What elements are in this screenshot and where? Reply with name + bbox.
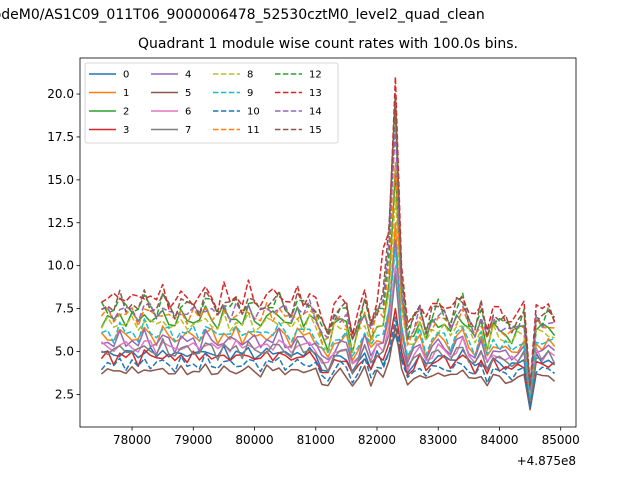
series-line-15 xyxy=(101,93,556,388)
legend-label: 0 xyxy=(123,70,129,81)
legend-entry-15: 15 xyxy=(275,125,322,136)
x-tick: 85000 xyxy=(542,427,580,447)
legend-entry-10: 10 xyxy=(213,107,260,118)
legend-entry-7: 7 xyxy=(151,125,191,136)
legend-label: 4 xyxy=(185,70,191,81)
legend-entry-11: 11 xyxy=(213,125,260,136)
x-tick: 79000 xyxy=(174,427,212,447)
series-line-10 xyxy=(100,316,556,409)
x-tick: 80000 xyxy=(235,427,274,447)
legend-label: 15 xyxy=(309,125,322,136)
y-tick: 15.0 xyxy=(47,173,80,187)
legend-entry-4: 4 xyxy=(151,70,191,81)
chart-title: Quadrant 1 module wise count rates with … xyxy=(138,36,518,52)
y-tick-label: 2.5 xyxy=(55,387,74,401)
legend-entry-12: 12 xyxy=(275,70,322,81)
y-tick-label: 17.5 xyxy=(47,130,74,144)
legend-label: 8 xyxy=(247,70,253,81)
x-tick-label: 79000 xyxy=(174,433,212,447)
legend-label: 13 xyxy=(309,88,322,99)
x-axis-ticks: 78000 79000 80000 81000 82000 83000 84000 85000 xyxy=(113,427,580,447)
y-tick-label: 10.0 xyxy=(47,259,74,273)
y-tick: 10.0 xyxy=(47,259,80,273)
plot-frame xyxy=(79,57,577,428)
x-tick: 78000 xyxy=(113,427,151,447)
legend-label: 6 xyxy=(185,107,191,118)
y-tick: 12.5 xyxy=(47,216,80,230)
legend-label: 11 xyxy=(247,125,260,136)
y-tick-label: 7.5 xyxy=(55,302,74,316)
legend-entry-1: 1 xyxy=(89,88,129,99)
legend-label: 14 xyxy=(309,107,322,118)
legend-label: 3 xyxy=(123,125,129,136)
series-line-8 xyxy=(100,196,555,395)
y-tick: 5.0 xyxy=(55,344,80,358)
x-offset-label: +4.875e8 xyxy=(517,454,576,468)
y-tick: 17.5 xyxy=(47,130,80,144)
y-tick-label: 15.0 xyxy=(47,173,74,187)
x-tick-label: 80000 xyxy=(235,433,273,447)
x-tick-label: 84000 xyxy=(480,433,518,447)
series-line-2 xyxy=(100,170,556,393)
legend-frame xyxy=(84,62,339,144)
x-tick-label: 85000 xyxy=(542,433,580,447)
legend-label: 2 xyxy=(123,107,129,118)
legend-label: 10 xyxy=(247,107,260,118)
legend-entry-6: 6 xyxy=(151,107,191,118)
y-axis-ticks: 2.5 5.0 7.5 10.0 12.5 15.0 17.5 20.0 xyxy=(47,87,80,401)
series-line-1 xyxy=(100,222,556,399)
series-line-3 xyxy=(100,307,556,406)
legend-label: 1 xyxy=(123,88,129,99)
x-tick: 83000 xyxy=(419,427,457,447)
x-tick: 81000 xyxy=(297,427,335,447)
series-line-5 xyxy=(100,324,556,411)
x-tick: 84000 xyxy=(480,427,519,447)
legend-entry-0: 0 xyxy=(89,70,129,81)
figure-suptitle: n file: modeM0/AS1C09_011T06_9000006478_… xyxy=(0,7,485,23)
x-tick-label: 78000 xyxy=(113,433,151,447)
series-line-7 xyxy=(101,273,556,404)
x-tick-label: 81000 xyxy=(297,433,335,447)
y-tick-label: 12.5 xyxy=(47,216,74,230)
legend-label: 12 xyxy=(309,70,322,81)
legend-label: 7 xyxy=(185,125,191,136)
series-line-9 xyxy=(101,247,555,398)
series-line-4 xyxy=(101,239,556,401)
legend-entry-5: 5 xyxy=(151,88,191,99)
x-tick-label: 82000 xyxy=(358,433,396,447)
x-tick-label: 83000 xyxy=(419,433,457,447)
y-tick-label: 5.0 xyxy=(55,344,74,358)
legend-label: 5 xyxy=(185,88,191,99)
legend-entry-9: 9 xyxy=(213,88,253,99)
legend-entry-13: 13 xyxy=(275,88,322,99)
legend-entry-8: 8 xyxy=(213,70,253,81)
y-tick: 2.5 xyxy=(55,387,80,401)
y-tick-label: 20.0 xyxy=(47,87,74,101)
y-tick: 7.5 xyxy=(55,302,80,316)
y-tick: 20.0 xyxy=(47,87,80,101)
legend-entry-2: 2 xyxy=(89,107,129,118)
series-lines xyxy=(100,76,556,411)
legend-label: 9 xyxy=(247,88,253,99)
legend-entry-3: 3 xyxy=(89,125,129,136)
x-tick: 82000 xyxy=(358,427,396,447)
legend-entry-14: 14 xyxy=(275,107,322,118)
